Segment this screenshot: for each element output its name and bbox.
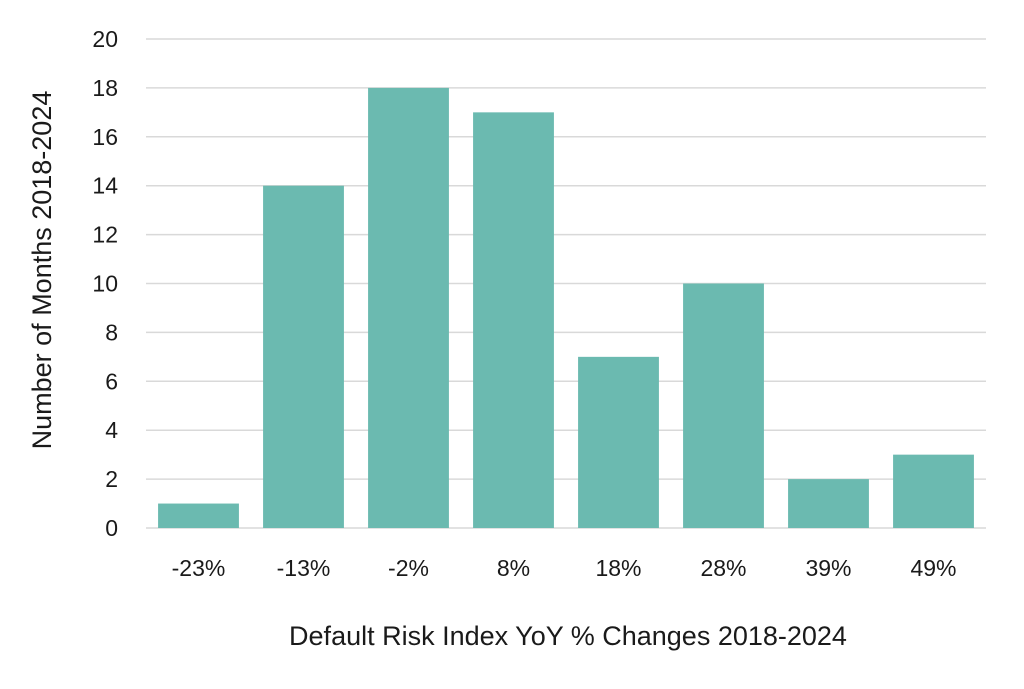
y-tick-label: 16 [92,124,118,150]
y-tick-label: 12 [92,222,118,248]
y-axis-ticks: 0 2 4 6 8 10 12 14 16 18 20 [92,26,118,541]
x-tick-label: -23% [172,555,226,581]
y-tick-label: 10 [92,271,118,297]
x-tick-label: 18% [595,555,641,581]
bar-28% [683,283,764,528]
bar-8% [473,112,554,528]
y-tick-label: 8 [105,319,118,345]
x-tick-label: 28% [700,555,746,581]
y-tick-label: 18 [92,75,118,101]
bar-49% [893,454,974,528]
bars [158,87,974,529]
y-tick-label: 20 [92,26,118,52]
y-axis-title: Number of Months 2018-2024 [27,91,57,450]
y-tick-label: 6 [105,368,118,394]
bar--23% [158,503,239,528]
bar-18% [578,356,659,528]
bar-39% [788,479,869,528]
x-tick-label: 49% [910,555,956,581]
x-tick-label: -2% [388,555,429,581]
x-tick-label: 39% [805,555,851,581]
x-axis-ticks: -23% -13% -2% 8% 18% 28% 39% 49% [172,555,957,581]
x-axis-title: Default Risk Index YoY % Changes 2018-20… [289,621,847,651]
x-tick-label: -13% [277,555,331,581]
x-tick-label: 8% [497,555,530,581]
y-tick-label: 0 [105,515,118,541]
bar--13% [263,185,344,528]
y-tick-label: 4 [105,417,118,443]
bar--2% [368,87,449,529]
y-tick-label: 14 [92,173,118,199]
y-tick-label: 2 [105,466,118,492]
